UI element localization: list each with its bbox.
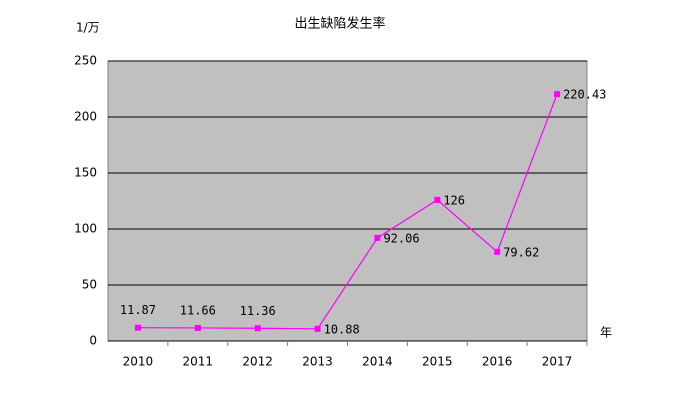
marker — [254, 325, 261, 332]
x-axis-label: 年 — [600, 326, 612, 340]
y-tick-label: 0 — [89, 334, 97, 348]
x-tick-label: 2011 — [183, 355, 214, 369]
marker — [194, 324, 201, 331]
marker — [434, 196, 441, 203]
x-tick-label: 2010 — [123, 355, 154, 369]
y-axis-label: 1/万 — [76, 21, 100, 35]
x-tick-label: 2017 — [542, 355, 573, 369]
data-label: 126 — [443, 193, 465, 207]
x-tick-label: 2012 — [242, 355, 273, 369]
marker — [314, 325, 321, 332]
data-label: 220.43 — [563, 88, 606, 102]
x-tick-label: 2015 — [422, 355, 453, 369]
plot-area — [107, 60, 588, 342]
marker — [374, 234, 381, 241]
data-label: 92.06 — [383, 231, 419, 245]
series-line — [137, 93, 558, 330]
y-tick-label: 150 — [74, 166, 97, 180]
data-label: 79.62 — [503, 245, 539, 259]
data-label: 11.66 — [180, 303, 216, 317]
y-tick-label: 50 — [82, 278, 97, 292]
x-tick-label: 2013 — [302, 355, 333, 369]
chart-title: 出生缺陷发生率 — [294, 16, 385, 32]
data-label: 11.87 — [120, 303, 156, 317]
marker — [494, 248, 501, 255]
y-tick-label: 250 — [74, 54, 97, 68]
x-tick-label: 2016 — [482, 355, 513, 369]
data-label: 10.88 — [324, 322, 360, 336]
data-label: 11.36 — [240, 304, 276, 318]
marker — [554, 91, 561, 98]
marker — [134, 324, 141, 331]
y-tick-label: 200 — [74, 110, 97, 124]
y-tick-label: 100 — [74, 222, 97, 236]
x-tick-label: 2014 — [362, 355, 393, 369]
